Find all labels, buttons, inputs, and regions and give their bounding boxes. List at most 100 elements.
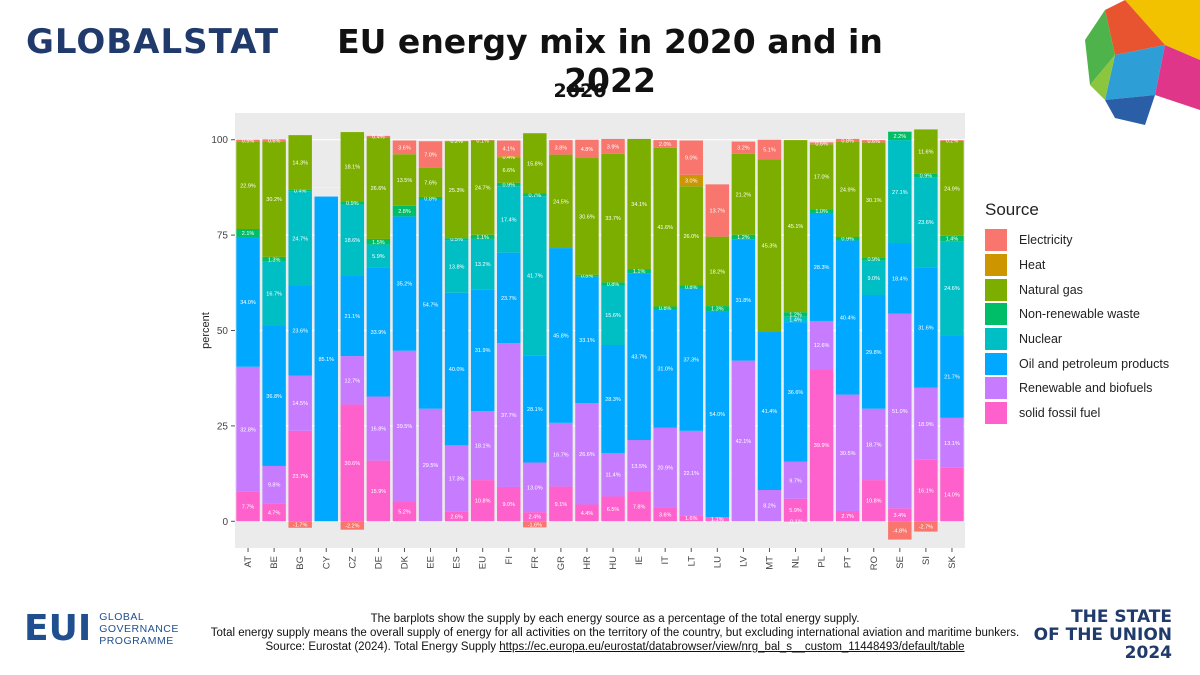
bar-segment-renewable-and-biofuels bbox=[601, 452, 625, 497]
data-label: 2.7% bbox=[841, 514, 854, 520]
data-label: 0.1% bbox=[476, 138, 489, 144]
bar-segment-nuclear bbox=[366, 244, 391, 268]
bar-segment-non-renewable-waste bbox=[862, 257, 886, 261]
bar-segment-nuclear bbox=[523, 196, 547, 356]
data-label: 17.3% bbox=[449, 476, 465, 482]
bar-segment-oil-and-petroleum-products bbox=[470, 289, 495, 412]
legend-swatch bbox=[985, 303, 1007, 326]
bar-segment-solid-fossil-fuel bbox=[888, 508, 912, 522]
bar-segment-oil-and-petroleum-products bbox=[340, 275, 365, 357]
bar-segment-electricity bbox=[288, 521, 312, 528]
bar-segment-electricity bbox=[236, 139, 260, 142]
bar-segment-solid-fossil-fuel bbox=[549, 486, 573, 522]
bar-segment-natural-gas bbox=[731, 153, 756, 235]
data-label: 0.6% bbox=[867, 139, 880, 145]
bar-segment-natural-gas bbox=[940, 140, 964, 236]
data-label: 1.4% bbox=[789, 317, 802, 323]
data-label: 11.4% bbox=[605, 473, 620, 479]
bar-segment-nuclear bbox=[444, 240, 469, 293]
data-label: 13.5% bbox=[397, 178, 413, 184]
legend-item: Heat bbox=[985, 253, 1169, 278]
bar-segment-natural-gas bbox=[914, 129, 938, 174]
data-label: 42.1% bbox=[736, 439, 752, 445]
data-label: 41.7% bbox=[527, 274, 543, 280]
data-label: 6.6% bbox=[502, 168, 515, 174]
bar-segment-nuclear bbox=[288, 191, 312, 286]
y-tick-label: 0 bbox=[222, 517, 228, 528]
bar-segment-natural-gas bbox=[549, 154, 573, 249]
bar-segment-nuclear bbox=[470, 238, 495, 290]
data-label: 2.1% bbox=[242, 231, 255, 237]
bar-segment-renewable-and-biofuels bbox=[444, 445, 469, 512]
eurostat-source-link[interactable]: https://ec.europa.eu/eurostat/databrowse… bbox=[499, 641, 965, 653]
data-label: 33.9% bbox=[371, 330, 387, 336]
bar-segment-non-renewable-waste bbox=[236, 229, 260, 238]
data-label: 5.1% bbox=[763, 147, 776, 153]
bar-segment-solid-fossil-fuel bbox=[392, 501, 417, 522]
bar-segment-non-renewable-waste bbox=[835, 237, 860, 241]
eui-line1: GLOBAL bbox=[99, 610, 145, 623]
x-tick-label: LT bbox=[686, 556, 697, 567]
data-label: -0.1% bbox=[788, 519, 802, 525]
data-label: 2.8% bbox=[398, 209, 411, 215]
data-label: 21.7% bbox=[944, 374, 960, 380]
data-label: 30.1% bbox=[866, 198, 882, 204]
stacked-bar-chart: 0 25 50 75 100 percent 7.7% 32.8% 34.0% 2.1% 22.9%… bbox=[200, 113, 965, 570]
bar-segment-electricity bbox=[835, 138, 860, 142]
data-label: 5.9% bbox=[789, 508, 802, 514]
bar-segment-electricity bbox=[705, 184, 730, 237]
bar-segment-oil-and-petroleum-products bbox=[262, 325, 286, 466]
bar-segment-nuclear bbox=[262, 261, 286, 326]
bar-segment-electricity bbox=[549, 140, 573, 155]
data-label: 13.5% bbox=[631, 464, 647, 470]
legend-label: Heat bbox=[1019, 258, 1046, 273]
legend-label: Natural gas bbox=[1019, 282, 1083, 297]
data-label: 33.7% bbox=[605, 216, 621, 222]
bar-segment-renewable-and-biofuels bbox=[940, 417, 964, 468]
data-label: 18.6% bbox=[345, 238, 361, 244]
data-label: 0.6% bbox=[268, 138, 281, 144]
bar-segment-solid-fossil-fuel bbox=[653, 507, 677, 522]
bar-segment-electricity bbox=[366, 135, 391, 138]
bar-segment-renewable-and-biofuels bbox=[470, 411, 495, 481]
bar-segment-solid-fossil-fuel bbox=[366, 460, 391, 522]
data-label: 0.4% bbox=[372, 135, 385, 141]
bar-segment-electricity bbox=[653, 140, 677, 148]
bar-segment-non-renewable-waste bbox=[262, 256, 286, 262]
data-label: 24.9% bbox=[840, 188, 856, 194]
data-label: 3.2% bbox=[737, 146, 750, 152]
data-label: 32.8% bbox=[240, 427, 256, 433]
state-of-the-union-logo: THE STATE OF THE UNION 2024 bbox=[1034, 608, 1172, 662]
bar-segment-natural-gas bbox=[601, 153, 625, 283]
data-label: 30.6% bbox=[345, 461, 361, 467]
bar-segment-oil-and-petroleum-products bbox=[653, 309, 677, 428]
data-label: 8.2% bbox=[763, 504, 776, 510]
data-label: 30.5% bbox=[840, 451, 856, 457]
y-tick-label: 100 bbox=[211, 135, 228, 146]
data-label: 16.1% bbox=[918, 489, 934, 495]
bar-segment-natural-gas bbox=[705, 236, 730, 307]
legend-swatch bbox=[985, 352, 1007, 375]
data-label: 9.0% bbox=[502, 502, 515, 508]
legend-swatch bbox=[985, 254, 1007, 277]
data-label: 7.0% bbox=[424, 153, 437, 159]
bar-segment-nuclear bbox=[783, 316, 808, 323]
bar-segment-natural-gas bbox=[757, 159, 782, 333]
data-label: 1.6% bbox=[685, 516, 698, 522]
legend-title: Source bbox=[985, 200, 1039, 219]
data-label: 2.6% bbox=[450, 514, 463, 520]
data-label: -4.8% bbox=[893, 528, 907, 534]
x-tick-label: NL bbox=[791, 556, 802, 568]
bar-segment-oil-and-petroleum-products bbox=[314, 196, 338, 522]
data-label: 34.1% bbox=[631, 202, 647, 208]
chart-legend: Source Electricity Heat Natural gas Non-ren… bbox=[985, 200, 1169, 426]
data-label: 0.5% bbox=[242, 139, 255, 145]
data-label: 15.9% bbox=[371, 489, 387, 495]
x-tick-label: MT bbox=[764, 556, 775, 570]
page-title: EU energy mix in 2020 and in 2022 bbox=[337, 22, 883, 100]
bar-segment-non-renewable-waste bbox=[497, 182, 521, 187]
data-label: 13.1% bbox=[944, 441, 960, 447]
bar-segment-electricity bbox=[679, 140, 703, 175]
data-label: 24.7% bbox=[292, 236, 308, 242]
data-label: 0.7% bbox=[529, 193, 542, 199]
